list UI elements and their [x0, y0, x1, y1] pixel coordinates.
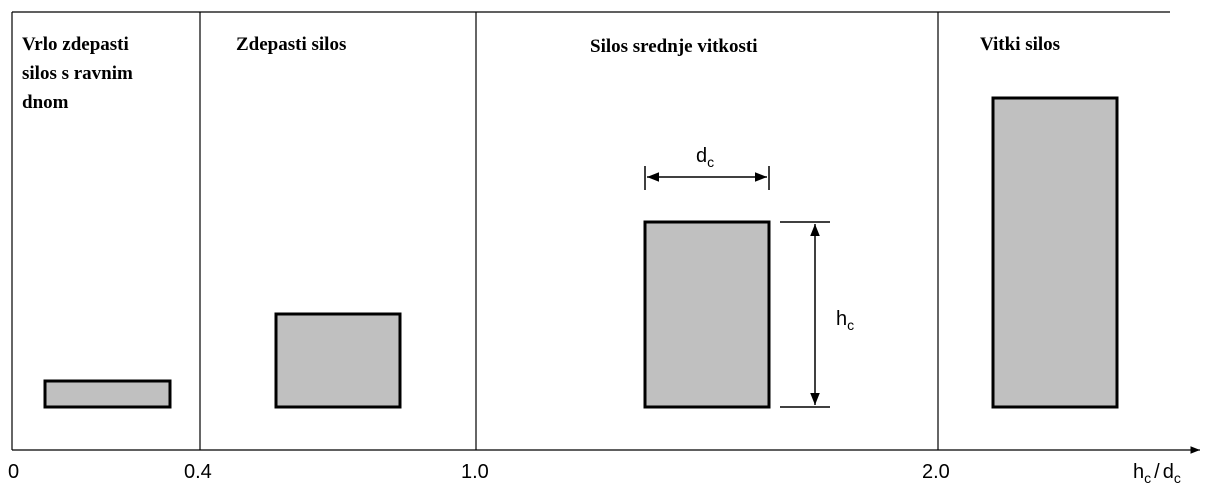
- label-separator: /: [1154, 461, 1160, 483]
- label-sub: c: [1174, 470, 1181, 486]
- height-label: hc: [836, 308, 854, 333]
- label-base: d: [696, 145, 707, 167]
- label-sub: c: [1144, 470, 1151, 486]
- section-title: Vrlo zdepasti: [22, 34, 129, 55]
- frame: [11, 11, 1200, 454]
- height-dimension: hc: [780, 221, 854, 408]
- section-title: Vitki silos: [980, 34, 1060, 55]
- silo: [643, 220, 771, 409]
- label-base: h: [836, 308, 847, 330]
- tick-label: 0: [8, 461, 19, 483]
- label-base: d: [1163, 461, 1174, 483]
- tick-label: 0.4: [184, 461, 212, 483]
- tick-label: 1.0: [461, 461, 489, 483]
- label-sub: c: [707, 154, 714, 170]
- silo: [274, 312, 402, 409]
- width-label: dc: [696, 145, 714, 170]
- section-title: Zdepasti silos: [236, 34, 346, 55]
- silo: [43, 379, 172, 409]
- section-title: Silos srednje vitkosti: [590, 36, 758, 57]
- label-sub: c: [847, 317, 854, 333]
- label-base: h: [1133, 461, 1144, 483]
- axis-label: hc / dc: [1133, 461, 1181, 486]
- section-title: silos s ravnim: [22, 63, 133, 84]
- section-title: dnom: [22, 92, 69, 113]
- width-dimension: dc: [644, 145, 770, 190]
- silo: [991, 96, 1119, 409]
- tick-label: 2.0: [922, 461, 950, 483]
